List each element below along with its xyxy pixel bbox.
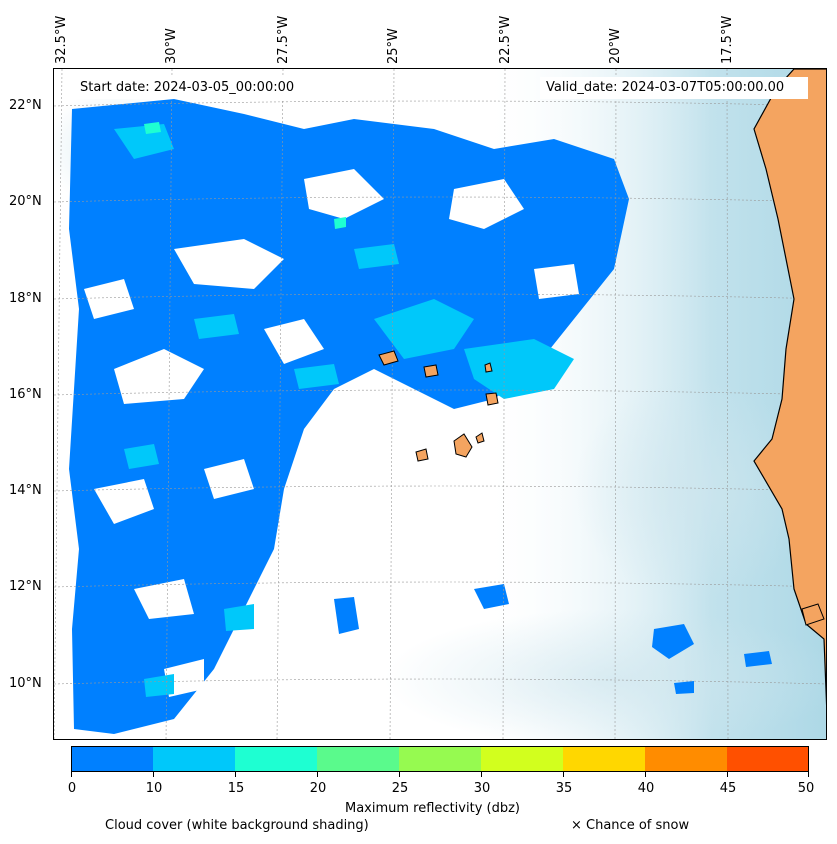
reflectivity-map: [54, 69, 826, 739]
lon-label-27-5w: 27.5°W: [276, 15, 291, 64]
ocean-haze-east: [574, 379, 814, 599]
start-date-label: Start date: 2024-03-05_00:00:00: [74, 78, 301, 98]
colorbar-cell-0-10: [71, 746, 153, 772]
lat-label-20n: 20°N: [9, 194, 42, 209]
colorbar-cell-25-30: [399, 746, 481, 772]
graticule: [54, 69, 826, 739]
colorbar-cell-30-35: [481, 746, 563, 772]
lat-label-12n: 12°N: [9, 579, 42, 594]
colorbar-tick: [808, 772, 809, 777]
island-santo-antao: [378, 350, 399, 366]
africa-landmass: [753, 69, 826, 706]
map-panel: Start date: 2024-03-05_00:00:00 Valid_da…: [53, 68, 827, 740]
colorbar-tick: [563, 772, 564, 777]
lon-label-25w: 25°W: [386, 28, 401, 64]
island-sal: [484, 362, 493, 373]
colorbar-tick-label: 10: [145, 781, 163, 796]
colorbar-tick-label: 30: [473, 781, 491, 796]
reflectivity-band-10-15: [114, 124, 574, 697]
lon-label-30w: 30°W: [164, 28, 179, 64]
lat-label-18n: 18°N: [9, 291, 42, 306]
colorbar-tick-label: 50: [797, 781, 815, 796]
colorbar-tick-label: 45: [719, 781, 737, 796]
reflectivity-band-15-20: [144, 122, 346, 229]
island-boa-vista: [485, 392, 499, 406]
colorbar-cell-40-45: [645, 746, 727, 772]
colorbar-tick-label: 25: [391, 781, 409, 796]
lat-label-14n: 14°N: [9, 483, 42, 498]
colorbar-tick: [153, 772, 154, 777]
colorbar-tick-label: 35: [555, 781, 573, 796]
colorbar-tick-label: 40: [637, 781, 655, 796]
colorbar-tick: [399, 772, 400, 777]
island-santiago: [453, 433, 473, 458]
colorbar-cell-45-50: [727, 746, 809, 772]
lon-label-17-5w: 17.5°W: [720, 15, 735, 64]
island-fogo: [415, 448, 429, 462]
colorbar-tick: [71, 772, 72, 777]
colorbar-tick: [481, 772, 482, 777]
lat-label-22n: 22°N: [9, 98, 42, 113]
colorbar-tick-label: 20: [309, 781, 327, 796]
colorbar-tick: [645, 772, 646, 777]
lat-label-10n: 10°N: [9, 676, 42, 691]
ocean-haze-south: [384, 609, 826, 739]
colorbar-tick: [235, 772, 236, 777]
colorbar-tick-label: 15: [227, 781, 245, 796]
bissau-islands: [801, 603, 825, 626]
colorbar-cell-15-20: [235, 746, 317, 772]
colorbar-tick: [727, 772, 728, 777]
cape-verde-islands: [378, 350, 499, 462]
island-sao-nicolau: [423, 364, 439, 378]
cloud-cover-legend: Cloud cover (white background shading): [105, 818, 369, 833]
cloud-gaps: [84, 169, 579, 697]
snow-legend: × Chance of snow: [571, 818, 690, 833]
colorbar-tick: [317, 772, 318, 777]
colorbar-cell-10-15: [153, 746, 235, 772]
lat-label-16n: 16°N: [9, 387, 42, 402]
colorbar-cell-20-25: [317, 746, 399, 772]
island-maio: [475, 432, 485, 444]
colorbar-cell-35-40: [563, 746, 645, 772]
colorbar-tick-label: 0: [67, 781, 77, 796]
valid-date-label: Valid_date: 2024-03-07T05:00:00.00: [540, 78, 791, 98]
lon-label-20w: 20°W: [608, 28, 623, 64]
colorbar-frame: [71, 746, 809, 772]
lon-label-32-5w: 32.5°W: [54, 15, 69, 64]
colorbar-label: Maximum reflectivity (dbz): [345, 801, 520, 816]
lon-label-22-5w: 22.5°W: [498, 15, 513, 64]
